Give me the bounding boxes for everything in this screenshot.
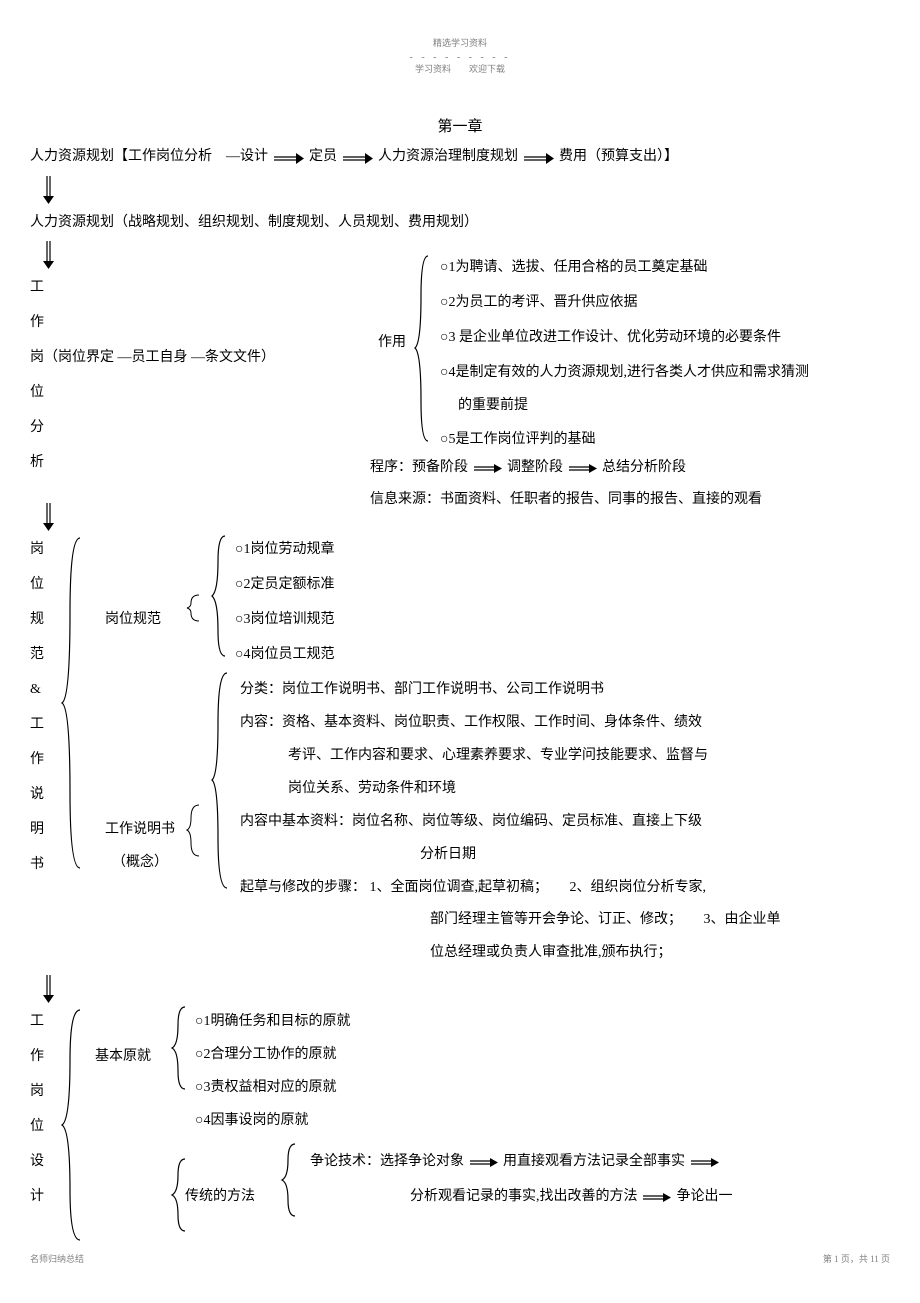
arrow-down-icon: [42, 241, 56, 269]
sms-l2: 内容：资格、基本资料、岗位职责、工作权限、工作时间、身体条件、绩效: [240, 706, 702, 740]
vert1-5: 分: [30, 411, 44, 445]
zy-2: ○2为员工的考评、晋升供应依据: [440, 286, 637, 320]
brace-icon: [60, 1005, 85, 1245]
v3-4: 位: [30, 1110, 44, 1144]
arrow-icon: [274, 150, 304, 164]
brace-small-icon: [185, 593, 203, 623]
arrow-icon: [569, 462, 597, 474]
sms-l7a: 起草与修改的步骤： 1、全面岗位调查,起草初稿；: [240, 880, 548, 895]
zy-1: ○1为聘请、选拔、任用合格的员工奠定基础: [440, 251, 707, 285]
arrow-icon: [343, 150, 373, 164]
v2-5: &: [30, 673, 41, 707]
zuoyong-label: 作用: [378, 326, 406, 360]
sms-l7: 起草与修改的步骤： 1、全面岗位调查,起草初稿； 2、组织岗位分析专家,: [240, 871, 706, 905]
arrow-icon: [524, 150, 554, 164]
v3-6: 计: [30, 1180, 44, 1214]
gwgf-1: ○1岗位劳动规章: [235, 533, 334, 567]
gwgf-4: ○4岗位员工规范: [235, 638, 334, 672]
gzsms-label: 工作说明书: [105, 813, 175, 847]
cx-b: 调整阶段: [507, 460, 563, 475]
zy-4: ○4是制定有效的人力资源规划,进行各类人才供应和需求猜测: [440, 356, 809, 390]
v2-8: 说: [30, 778, 44, 812]
flow1-a: 人力资源规划【工作岗位分析 —设计: [30, 149, 268, 164]
arrow-icon: [691, 1156, 719, 1168]
jbyz-label: 基本原就: [95, 1040, 151, 1074]
ctff-label: 传统的方法: [185, 1180, 255, 1214]
jbyz-3: ○3责权益相对应的原就: [195, 1071, 336, 1105]
arrow-down-icon: [42, 176, 56, 204]
brace-icon: [60, 533, 85, 873]
jbyz-4: ○4因事设岗的原就: [195, 1104, 308, 1138]
content-area: 人力资源规划【工作岗位分析 —设计 定员 人力资源治理制度规划 费用（预算支出）…: [30, 140, 890, 1235]
gzsms-label2: （概念）: [112, 846, 168, 880]
v3-2: 作: [30, 1040, 44, 1074]
vert1-2: 作: [30, 306, 44, 340]
jbyz-1: ○1明确任务和目标的原就: [195, 1005, 350, 1039]
xinxi-line: 信息来源：书面资料、任职者的报告、同事的报告、直接的观看: [370, 483, 762, 517]
sms-l4: 岗位关系、劳动条件和环境: [288, 772, 456, 806]
v3-3: 岗: [30, 1075, 44, 1109]
zl-b: 用直接观看方法记录全部事实: [503, 1154, 685, 1169]
header-top: 精选学习资料: [0, 36, 920, 49]
zl-line1: 争论技术：选择争论对象 用直接观看方法记录全部事实: [310, 1145, 721, 1179]
v2-9: 明: [30, 813, 44, 847]
vert1-3: 岗（岗位界定 —员工自身 —条文文件）: [30, 341, 275, 375]
v2-2: 位: [30, 568, 44, 602]
v2-10: 书: [30, 848, 44, 882]
zl-d: 争论出一: [677, 1189, 733, 1204]
sms-l6: 分析日期: [420, 838, 476, 872]
sms-l1: 分类：岗位工作说明书、部门工作说明书、公司工作说明书: [240, 673, 604, 707]
brace-icon: [170, 1155, 190, 1235]
brace-icon: [210, 668, 232, 893]
sms-l9: 位总经理或负责人审查批准,颁布执行；: [430, 936, 672, 970]
brace-small-icon: [185, 803, 203, 858]
flow-line-1: 人力资源规划【工作岗位分析 —设计 定员 人力资源治理制度规划 费用（预算支出）…: [30, 140, 890, 174]
arrow-icon: [470, 1156, 498, 1168]
sms-l8: 部门经理主管等开会争论、订正、修改； 3、由企业单: [430, 903, 781, 937]
v2-6: 工: [30, 708, 44, 742]
vert1-6: 析: [30, 446, 44, 480]
brace-icon: [170, 1003, 190, 1093]
arrow-down-icon: [42, 503, 56, 531]
flow1-b: 定员: [309, 149, 337, 164]
sms-l8a: 部门经理主管等开会争论、订正、修改；: [430, 912, 682, 927]
zy-4b: 的重要前提: [458, 389, 528, 423]
brace-icon: [210, 531, 230, 661]
cx-c: 总结分析阶段: [602, 460, 686, 475]
flow1-d: 费用（预算支出）】: [559, 149, 678, 164]
v3-5: 设: [30, 1145, 44, 1179]
cx-a: 程序：预备阶段: [370, 460, 468, 475]
v2-3: 规: [30, 603, 44, 637]
zl-line2: 分析观看记录的事实,找出改善的方法 争论出一: [410, 1180, 733, 1214]
header-sub: 学习资料 欢迎下载: [0, 62, 920, 75]
brace-icon: [280, 1140, 300, 1220]
footer-left: 名师归纳总结: [30, 1252, 84, 1265]
flow1-c: 人力资源治理制度规划: [378, 149, 518, 164]
arrow-icon: [643, 1191, 671, 1203]
sms-l5: 内容中基本资料：岗位名称、岗位等级、岗位编码、定员标准、直接上下级: [240, 805, 702, 839]
zl-c: 分析观看记录的事实,找出改善的方法: [410, 1189, 638, 1204]
footer-right: 第 1 页，共 11 页: [823, 1252, 890, 1265]
brace-icon: [413, 251, 433, 446]
gwgf-2: ○2定员定额标准: [235, 568, 334, 602]
vert1-4: 位: [30, 376, 44, 410]
gwgf-3: ○3岗位培训规范: [235, 603, 334, 637]
v2-4: 范: [30, 638, 44, 672]
arrow-down-icon: [42, 975, 56, 1003]
sms-l8b: 3、由企业单: [704, 912, 781, 927]
sms-l3: 考评、工作内容和要求、心理素养要求、专业学问技能要求、监督与: [288, 739, 708, 773]
vert1-1: 工: [30, 271, 44, 305]
arrow-icon: [474, 462, 502, 474]
gwgf-label: 岗位规范: [105, 603, 161, 637]
flow-line-2: 人力资源规划（战略规划、组织规划、制度规划、人员规划、费用规划）: [30, 206, 890, 240]
zl-a: 争论技术：选择争论对象: [310, 1154, 464, 1169]
chapter-title: 第一章: [0, 115, 920, 136]
chengxu-line: 程序：预备阶段 调整阶段 总结分析阶段: [370, 451, 686, 485]
v3-1: 工: [30, 1005, 44, 1039]
v2-7: 作: [30, 743, 44, 777]
zy-3: ○3 是企业单位改进工作设计、优化劳动环境的必要条件: [440, 321, 781, 355]
sms-l7b: 2、组织岗位分析专家,: [570, 880, 707, 895]
jbyz-2: ○2合理分工协作的原就: [195, 1038, 336, 1072]
v2-1: 岗: [30, 533, 44, 567]
